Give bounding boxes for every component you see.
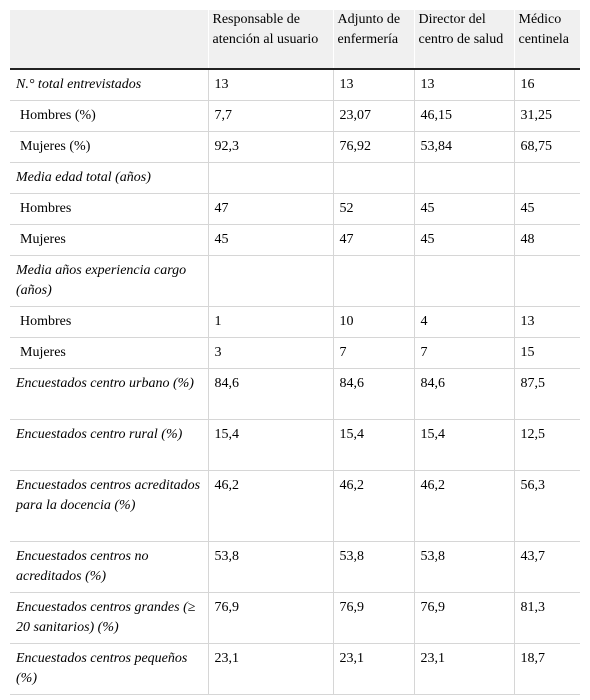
table-cell: 13	[513, 306, 580, 338]
header-cell-label	[10, 10, 208, 70]
table-cell: 15	[513, 337, 580, 369]
table-cell: 15,4	[413, 419, 514, 471]
row-label: Encuestados centros no acreditados (%)	[10, 541, 208, 593]
table-row: Encuestados centro urbano (%) 84,6 84,6 84,…	[10, 368, 580, 420]
table-cell: 13	[332, 69, 414, 101]
header-cell-medico: Médico centinela	[513, 10, 580, 70]
header-cell-director: Director del centro de salud	[413, 10, 514, 70]
table-cell: 43,7	[513, 541, 580, 593]
table-row: Hombres (%) 7,7 23,07 46,15 31,25	[10, 100, 580, 132]
table-row: Mujeres 3 7 7 15	[10, 337, 580, 369]
table-row: Encuestados centros grandes (≥ 20 sanita…	[10, 592, 580, 644]
table-cell: 76,92	[332, 131, 414, 163]
table-cell: 76,9	[207, 592, 333, 644]
row-label: Hombres	[10, 193, 208, 225]
table-cell: 68,75	[513, 131, 580, 163]
table-body: N.° total entrevistados 13 13 13 16 Hombres (…	[10, 69, 580, 695]
table-row: Hombres 1 10 4 13	[10, 306, 580, 338]
table-cell: 23,07	[332, 100, 414, 132]
table-cell: 84,6	[413, 368, 514, 420]
table-cell: 4	[413, 306, 514, 338]
table-cell: 18,7	[513, 643, 580, 695]
table-cell: 15,4	[332, 419, 414, 471]
table-cell: 13	[413, 69, 514, 101]
table-row: Mujeres (%) 92,3 76,92 53,84 68,75	[10, 131, 580, 163]
table-cell: 1	[207, 306, 333, 338]
table-cell: 10	[332, 306, 414, 338]
table-row: Mujeres 45 47 45 48	[10, 224, 580, 256]
header-cell-adjunto: Adjunto de enfermería	[332, 10, 414, 70]
row-label: Encuestados centros pequeños (%)	[10, 643, 208, 695]
table-row: Encuestados centros acreditados para la …	[10, 470, 580, 542]
table-cell	[513, 255, 580, 307]
table-cell: 56,3	[513, 470, 580, 542]
table-cell: 53,8	[332, 541, 414, 593]
table-cell: 92,3	[207, 131, 333, 163]
row-label: Encuestados centros grandes (≥ 20 sanita…	[10, 592, 208, 644]
table-cell: 12,5	[513, 419, 580, 471]
table-cell: 53,8	[413, 541, 514, 593]
table-cell: 45	[513, 193, 580, 225]
table-cell: 13	[207, 69, 333, 101]
table-cell	[207, 162, 333, 194]
header-cell-responsable: Responsable de atención al usuario	[207, 10, 333, 70]
table-cell: 81,3	[513, 592, 580, 644]
table-cell: 23,1	[413, 643, 514, 695]
table-cell: 46,2	[332, 470, 414, 542]
row-label: Encuestados centro urbano (%)	[10, 368, 208, 420]
table-cell	[413, 255, 514, 307]
row-label: Encuestados centros acreditados para la …	[10, 470, 208, 542]
row-label: Media años experiencia cargo (años)	[10, 255, 208, 307]
row-label: Mujeres	[10, 337, 208, 369]
table-cell: 7	[332, 337, 414, 369]
table-row: Hombres 47 52 45 45	[10, 193, 580, 225]
table-cell: 76,9	[413, 592, 514, 644]
table-row: Encuestados centro rural (%) 15,4 15,4 15,4…	[10, 419, 580, 471]
table-row: Encuestados centros pequeños (%) 23,1 23,1…	[10, 643, 580, 695]
table-cell: 48	[513, 224, 580, 256]
table-cell	[413, 162, 514, 194]
row-label: Hombres (%)	[10, 100, 208, 132]
table-cell: 84,6	[207, 368, 333, 420]
table-cell: 47	[207, 193, 333, 225]
table-cell: 23,1	[207, 643, 333, 695]
table-cell: 84,6	[332, 368, 414, 420]
table-cell: 45	[413, 224, 514, 256]
table-cell: 52	[332, 193, 414, 225]
table-cell: 87,5	[513, 368, 580, 420]
row-label: Mujeres	[10, 224, 208, 256]
table-cell: 46,2	[413, 470, 514, 542]
table-cell: 16	[513, 69, 580, 101]
table-cell: 45	[207, 224, 333, 256]
table-row: Encuestados centros no acreditados (%) 53…	[10, 541, 580, 593]
table-cell: 53,8	[207, 541, 333, 593]
table-cell: 3	[207, 337, 333, 369]
table-row: N.° total entrevistados 13 13 13 16	[10, 69, 580, 101]
table-cell	[332, 255, 414, 307]
header-row: Responsable de atención al usuario Adjun…	[10, 10, 580, 70]
table-cell: 7,7	[207, 100, 333, 132]
row-label: N.° total entrevistados	[10, 69, 208, 101]
row-label: Mujeres (%)	[10, 131, 208, 163]
table-cell: 76,9	[332, 592, 414, 644]
survey-table: Responsable de atención al usuario Adjun…	[10, 10, 580, 695]
table-cell: 7	[413, 337, 514, 369]
table-row: Media años experiencia cargo (años)	[10, 255, 580, 307]
table-cell: 31,25	[513, 100, 580, 132]
row-label: Encuestados centro rural (%)	[10, 419, 208, 471]
table-cell	[332, 162, 414, 194]
row-label: Hombres	[10, 306, 208, 338]
table-cell: 53,84	[413, 131, 514, 163]
table-cell: 15,4	[207, 419, 333, 471]
row-label: Media edad total (años)	[10, 162, 208, 194]
table-cell: 23,1	[332, 643, 414, 695]
table-cell: 46,2	[207, 470, 333, 542]
table-row: Media edad total (años)	[10, 162, 580, 194]
table-cell	[513, 162, 580, 194]
table-cell	[207, 255, 333, 307]
table-cell: 46,15	[413, 100, 514, 132]
table-cell: 45	[413, 193, 514, 225]
table-cell: 47	[332, 224, 414, 256]
